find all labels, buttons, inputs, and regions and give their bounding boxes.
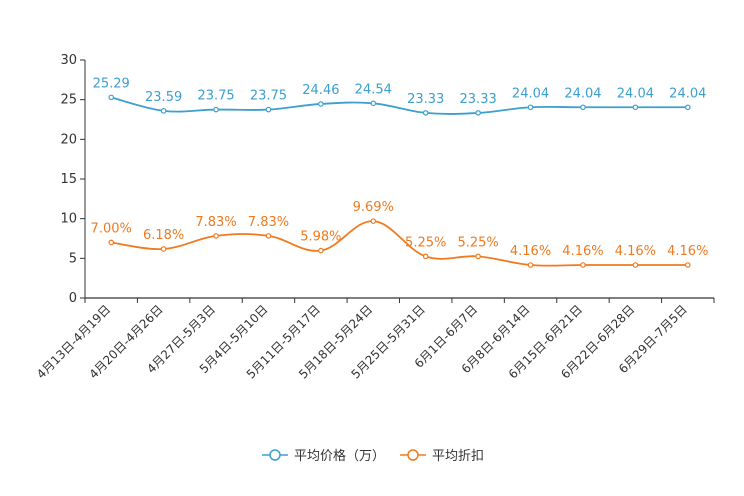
data-point <box>527 262 534 268</box>
data-point <box>370 100 377 107</box>
y-tick-label: 0 <box>69 291 77 306</box>
data-point <box>108 94 115 101</box>
data-point <box>265 233 272 239</box>
data-label: 24.46 <box>302 83 339 98</box>
series-line <box>110 96 688 115</box>
data-label: 24.04 <box>669 86 706 101</box>
data-point <box>422 253 429 260</box>
data-label: 4.16% <box>667 244 708 259</box>
data-label: 24.04 <box>512 86 549 101</box>
y-tick-label: 20 <box>60 132 77 147</box>
data-label: 23.75 <box>197 89 234 104</box>
data-point <box>318 101 324 107</box>
data-label: 23.33 <box>407 92 444 107</box>
data-point <box>580 104 586 111</box>
y-tick-label: 25 <box>60 93 77 108</box>
data-point <box>475 110 481 116</box>
data-label: 9.69% <box>353 200 394 215</box>
data-label: 4.16% <box>562 244 603 259</box>
data-point <box>160 108 167 114</box>
data-point <box>265 106 272 113</box>
data-point <box>580 262 586 268</box>
legend-item-1: 平均折扣 <box>400 449 484 464</box>
series-layer: 25.29 23.59 23.75 23.75 24.46 24.54 23.33 23.33… <box>91 76 708 268</box>
data-label: 4.16% <box>510 244 551 259</box>
data-point <box>527 104 534 111</box>
data-label: 5.25% <box>405 235 446 250</box>
y-tick-label: 5 <box>69 251 77 266</box>
data-point <box>160 246 167 252</box>
data-label: 23.59 <box>145 90 182 105</box>
data-label: 7.00% <box>91 221 132 236</box>
data-point <box>370 218 377 224</box>
data-label: 7.83% <box>195 215 236 230</box>
y-tick-label: 30 <box>60 53 77 68</box>
legend: 平均价格（万） 平均折扣 <box>262 448 484 464</box>
data-label: 24.04 <box>564 86 601 101</box>
data-label: 5.25% <box>457 235 498 250</box>
data-point <box>213 233 219 239</box>
data-point <box>108 239 115 246</box>
y-tick-label: 15 <box>60 172 77 187</box>
data-point <box>422 110 429 116</box>
data-point <box>475 253 481 260</box>
series-1: 7.00% 6.18% 7.83% 7.83% 5.98% 9.69% 5.25% 5.25%… <box>91 200 708 268</box>
legend-marker <box>407 449 419 461</box>
data-label: 23.75 <box>250 89 287 104</box>
data-label: 5.98% <box>300 230 341 245</box>
data-label: 6.18% <box>143 228 184 243</box>
y-tick-label: 10 <box>60 212 77 227</box>
data-label: 4.16% <box>615 244 656 259</box>
series-0: 25.29 23.59 23.75 23.75 24.46 24.54 23.33 23.33… <box>93 76 706 116</box>
data-point <box>684 104 691 111</box>
data-label: 25.29 <box>93 76 130 91</box>
legend-label: 平均价格（万） <box>294 448 385 464</box>
data-label: 7.83% <box>248 215 289 230</box>
data-point <box>684 262 691 268</box>
legend-marker <box>269 449 281 461</box>
data-point <box>632 262 639 268</box>
data-label: 23.33 <box>460 92 497 107</box>
legend-label: 平均折扣 <box>432 449 484 464</box>
data-label: 24.54 <box>355 82 392 97</box>
legend-item-0: 平均价格（万） <box>262 448 385 464</box>
data-point <box>213 106 219 113</box>
data-label: 24.04 <box>617 86 654 101</box>
data-point <box>632 104 639 111</box>
data-point <box>318 247 324 254</box>
